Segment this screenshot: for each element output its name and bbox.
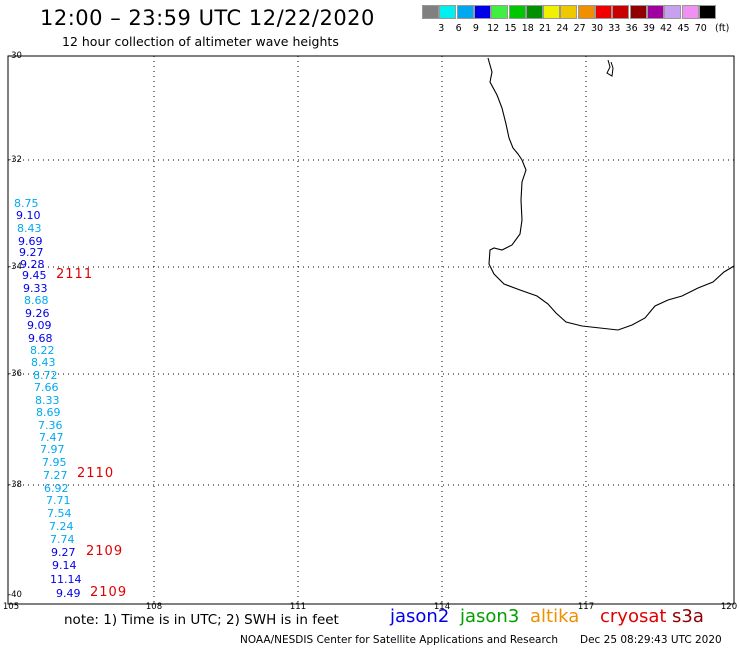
wave-height-reading: 9.49 bbox=[56, 587, 81, 600]
legend-label: 15 bbox=[504, 23, 517, 34]
legend-label: 70 bbox=[694, 23, 707, 34]
latitude-label: -34 bbox=[8, 262, 22, 272]
legend-label: 45 bbox=[677, 23, 690, 34]
legend-swatch bbox=[664, 5, 682, 19]
wave-height-reading: 7.97 bbox=[40, 443, 65, 456]
pass-time-label: 2109 bbox=[86, 544, 124, 559]
legend-label: 39 bbox=[642, 23, 655, 34]
wave-height-reading: 8.68 bbox=[24, 294, 49, 307]
legend-swatch bbox=[422, 5, 439, 19]
wave-height-reading: 8.22 bbox=[30, 344, 55, 357]
wave-height-reading: 7.54 bbox=[47, 507, 72, 520]
wave-height-reading: 8.69 bbox=[36, 406, 61, 419]
legend-swatch bbox=[681, 5, 699, 19]
credit-text: NOAA/NESDIS Center for Satellite Applica… bbox=[240, 634, 558, 646]
satellite-s3a: s3a bbox=[672, 606, 704, 627]
map-frame bbox=[7, 55, 735, 605]
legend-label: 30 bbox=[590, 23, 604, 34]
wave-height-reading: 8.33 bbox=[35, 394, 60, 407]
longitude-label: 108 bbox=[145, 602, 163, 612]
longitude-label: 105 bbox=[2, 602, 20, 612]
legend-swatch bbox=[456, 5, 474, 19]
wave-height-reading: 9.14 bbox=[52, 559, 77, 572]
units-note: note: 1) Time is in UTC; 2) SWH is in fe… bbox=[64, 612, 339, 628]
coastline bbox=[487, 57, 735, 331]
legend-swatch bbox=[508, 5, 526, 19]
legend-swatch bbox=[646, 5, 664, 19]
legend-label: 33 bbox=[608, 23, 621, 34]
wave-height-reading: 9.10 bbox=[16, 209, 41, 222]
island-outline bbox=[606, 59, 614, 77]
legend-swatch bbox=[473, 5, 491, 19]
latitude-label: -40 bbox=[8, 590, 22, 600]
legend-swatch bbox=[525, 5, 543, 19]
wave-height-reading: 7.95 bbox=[42, 456, 67, 469]
legend-swatch bbox=[560, 5, 578, 19]
latitude-label: -38 bbox=[8, 480, 22, 490]
satellite-cryosat: cryosat bbox=[600, 606, 667, 627]
legend-swatch bbox=[543, 5, 561, 19]
chart-subtitle: 12 hour collection of altimeter wave hei… bbox=[62, 34, 339, 49]
legend-label: 27 bbox=[573, 23, 586, 34]
latitude-label: -32 bbox=[8, 155, 22, 165]
pass-time-label: 2110 bbox=[77, 466, 115, 481]
wave-height-reading: 9.45 bbox=[22, 269, 47, 282]
legend-swatch bbox=[595, 5, 612, 19]
wave-height-reading: 8.43 bbox=[31, 356, 56, 369]
legend-swatch bbox=[577, 5, 595, 19]
pass-time-label: 2109 bbox=[90, 585, 128, 600]
wave-height-reading: 11.14 bbox=[50, 573, 82, 586]
longitude-label: 114 bbox=[433, 602, 451, 612]
chart-title: 12:00 – 23:59 UTC 12/22/2020 bbox=[40, 6, 375, 30]
wave-height-reading: 9.09 bbox=[27, 319, 52, 332]
wave-height-reading: 6.92 bbox=[44, 482, 69, 495]
wave-height-reading: 9.69 bbox=[18, 235, 43, 248]
wave-height-reading: 9.33 bbox=[23, 282, 48, 295]
longitude-label: 117 bbox=[577, 602, 595, 612]
longitude-label: 111 bbox=[289, 602, 307, 612]
legend-label: 42 bbox=[660, 23, 673, 34]
legend-swatch bbox=[491, 5, 509, 19]
longitude-label: 120 bbox=[720, 602, 738, 612]
wave-height-reading: 9.28 bbox=[20, 258, 45, 271]
legend-swatch bbox=[439, 5, 457, 19]
graticule bbox=[8, 56, 734, 604]
legend-label: 3 bbox=[438, 23, 445, 34]
wave-height-reading: 9.26 bbox=[25, 307, 50, 320]
wave-height-reading: 7.71 bbox=[46, 494, 71, 507]
legend-label: 6 bbox=[455, 23, 462, 34]
wave-height-reading: 7.36 bbox=[38, 419, 63, 432]
satellite-jason2: jason2 bbox=[390, 606, 450, 627]
legend-label: 21 bbox=[539, 23, 552, 34]
pass-time-label: 2111 bbox=[56, 267, 94, 282]
wave-height-reading: 7.24 bbox=[49, 520, 74, 533]
wave-height-reading: 9.27 bbox=[51, 546, 76, 559]
legend-swatch bbox=[698, 5, 716, 19]
satellite-jason3: jason3 bbox=[460, 606, 520, 627]
legend-label: 36 bbox=[625, 23, 638, 34]
wave-height-reading: 8.72 bbox=[33, 369, 58, 382]
legend-swatch bbox=[629, 5, 647, 19]
legend-label: 12 bbox=[487, 23, 500, 34]
satellite-altika: altika bbox=[530, 606, 580, 627]
wave-height-reading: 7.66 bbox=[34, 381, 59, 394]
legend-unit: (ft) bbox=[715, 23, 730, 34]
wave-height-reading: 9.27 bbox=[19, 246, 44, 259]
legend-swatch bbox=[612, 5, 630, 19]
wave-height-reading: 7.74 bbox=[50, 533, 75, 546]
latitude-label: -36 bbox=[8, 369, 22, 379]
legend-label: 9 bbox=[472, 23, 479, 34]
wave-height-reading: 8.43 bbox=[17, 222, 42, 235]
legend-label: 18 bbox=[521, 23, 534, 34]
generated-timestamp: Dec 25 08:29:43 UTC 2020 bbox=[580, 634, 722, 646]
latitude-label: -30 bbox=[8, 51, 22, 61]
wave-height-reading: 7.27 bbox=[43, 469, 68, 482]
wave-height-reading: 9.68 bbox=[28, 332, 53, 345]
wave-height-reading: 7.47 bbox=[39, 431, 64, 444]
wave-height-reading: 8.75 bbox=[14, 197, 39, 210]
legend-label: 24 bbox=[556, 23, 569, 34]
